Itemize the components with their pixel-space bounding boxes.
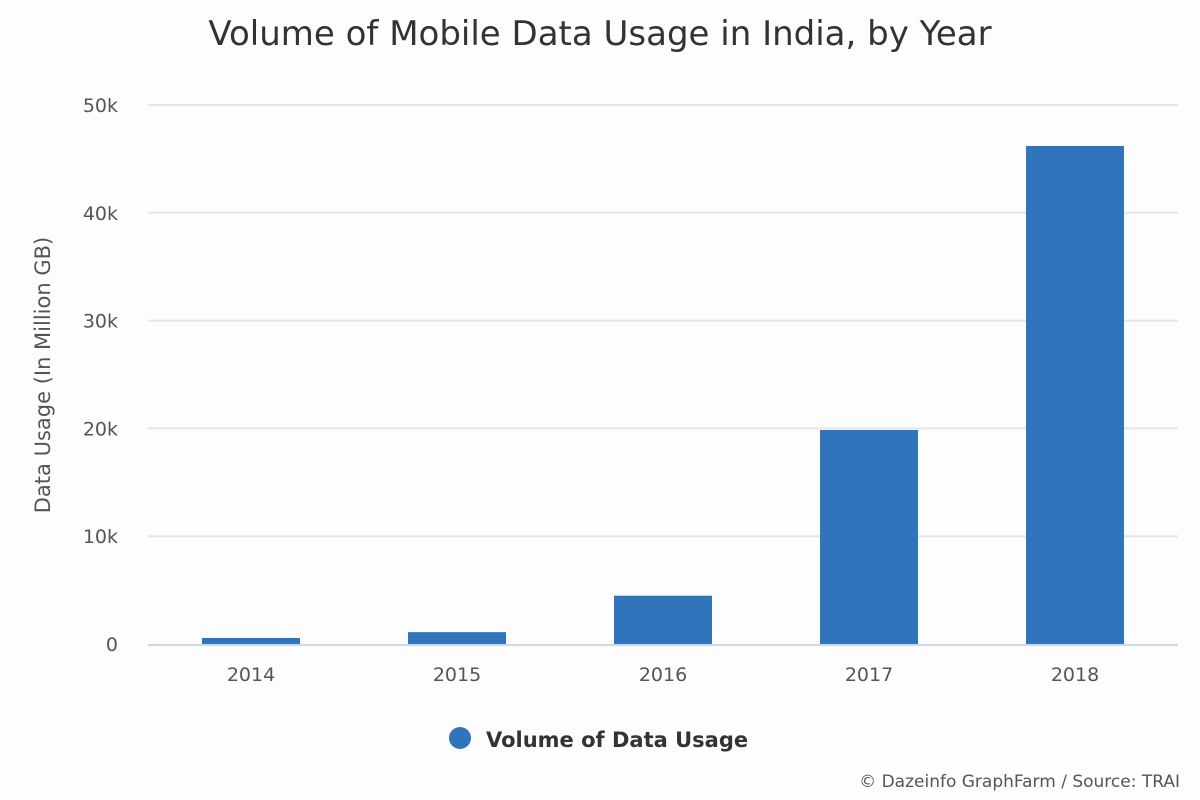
x-tick-label: 2016: [639, 664, 687, 686]
chart-title: Volume of Mobile Data Usage in India, by…: [208, 14, 992, 54]
legend-marker-icon: [449, 727, 471, 749]
x-tick-label: 2017: [845, 664, 893, 686]
y-tick-label: 30k: [83, 311, 118, 333]
y-axis-label: Data Usage (In Million GB): [31, 237, 55, 513]
x-tick-label: 2014: [227, 664, 275, 686]
bar-2017[interactable]: [820, 430, 918, 644]
x-tick-label: 2015: [433, 664, 481, 686]
y-tick-label: 40k: [83, 203, 118, 225]
bar-2014[interactable]: [202, 637, 300, 644]
legend-label: Volume of Data Usage: [486, 728, 748, 752]
y-tick-label: 20k: [83, 418, 118, 440]
source-credit[interactable]: © Dazeinfo GraphFarm / Source: TRAI: [859, 772, 1180, 792]
y-tick-label: 0: [106, 634, 118, 656]
legend-item[interactable]: Volume of Data Usage: [449, 727, 748, 752]
y-tick-label: 50k: [83, 95, 118, 117]
y-tick-label: 10k: [83, 526, 118, 548]
bar-2015[interactable]: [408, 632, 506, 644]
x-tick-label: 2018: [1051, 664, 1099, 686]
bar-2018[interactable]: [1026, 145, 1124, 645]
bar-2016[interactable]: [614, 595, 712, 644]
